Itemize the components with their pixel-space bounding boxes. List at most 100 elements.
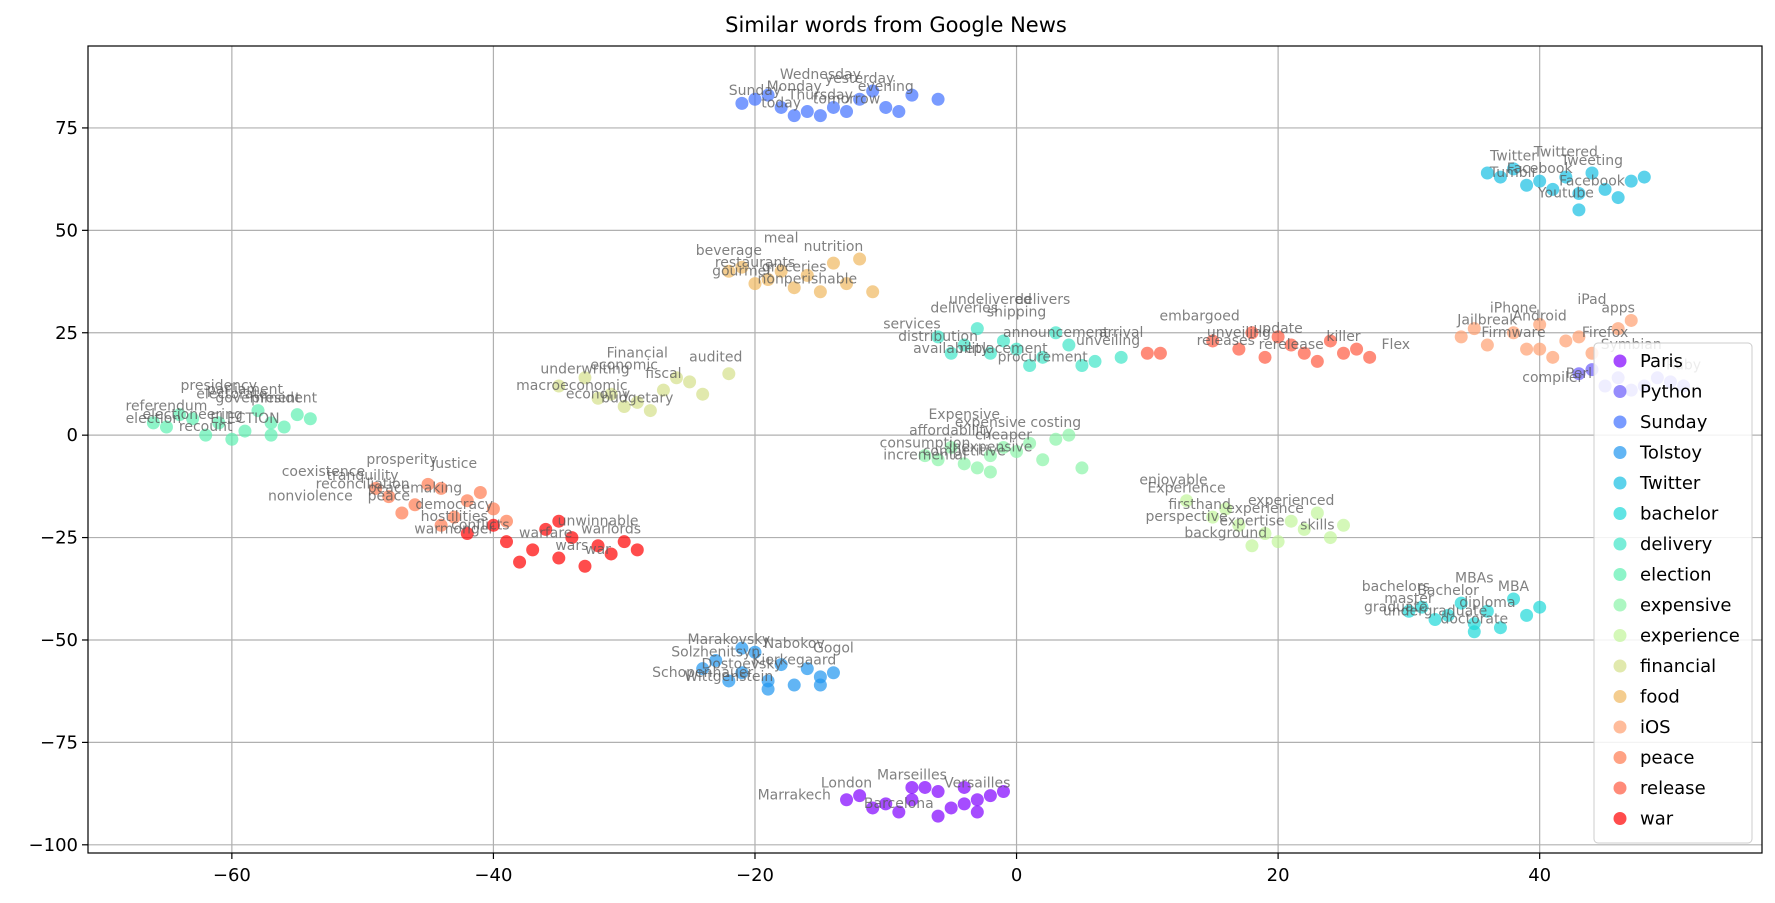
data-point-expensive bbox=[1010, 445, 1024, 459]
legend-marker bbox=[1613, 568, 1627, 581]
word-label: presidency bbox=[181, 378, 258, 394]
word-label: experience bbox=[1226, 501, 1304, 517]
word-label: Firmware bbox=[1481, 325, 1545, 341]
data-point-expensive bbox=[1062, 428, 1076, 442]
data-point-war bbox=[578, 559, 592, 573]
data-point-ios bbox=[1559, 334, 1573, 348]
data-point-election bbox=[212, 416, 226, 430]
data-point-tolstoy bbox=[761, 682, 775, 696]
data-point-paris bbox=[970, 805, 984, 819]
legend-label: peace bbox=[1640, 748, 1695, 769]
data-point-release bbox=[1140, 346, 1154, 360]
data-point-delivery bbox=[1036, 350, 1050, 364]
data-point-release bbox=[1271, 330, 1285, 344]
word-label: arrival bbox=[1099, 325, 1144, 341]
word-label: unwinnable bbox=[558, 513, 639, 529]
data-point-experience bbox=[1245, 539, 1259, 553]
word-label: recount bbox=[179, 419, 233, 435]
legend-label: delivery bbox=[1640, 534, 1713, 555]
data-point-peace bbox=[486, 502, 500, 516]
legend-marker bbox=[1613, 659, 1627, 673]
legend-marker bbox=[1613, 415, 1627, 429]
data-point-election bbox=[159, 420, 173, 434]
data-point-food bbox=[787, 281, 801, 295]
word-label: Nabokov bbox=[764, 636, 825, 652]
word-label: referendum bbox=[126, 399, 208, 415]
data-point-ios bbox=[1572, 330, 1586, 344]
legend-marker bbox=[1613, 446, 1627, 459]
word-label: Gogol bbox=[813, 640, 854, 656]
word-label: Expensive bbox=[928, 407, 1000, 423]
legend-marker bbox=[1613, 385, 1627, 398]
word-label: embargoed bbox=[1160, 308, 1240, 324]
data-point-delivery bbox=[983, 346, 997, 360]
data-point-war bbox=[539, 522, 553, 536]
data-point-twitter bbox=[1559, 170, 1573, 184]
word-label: groceries bbox=[762, 259, 827, 275]
data-point-tolstoy bbox=[735, 666, 749, 680]
y-tick-label: 0 bbox=[67, 425, 78, 446]
data-point-food bbox=[866, 285, 880, 299]
word-label: undergraduate bbox=[1383, 603, 1487, 619]
data-point-twitter bbox=[1572, 186, 1586, 200]
legend-marker bbox=[1613, 720, 1627, 734]
word-label: coexistence bbox=[282, 464, 365, 480]
legend-marker bbox=[1613, 751, 1627, 764]
data-points bbox=[146, 84, 1691, 823]
word-label: macroeconomic bbox=[516, 378, 627, 394]
data-point-expensive bbox=[1036, 453, 1050, 467]
data-point-election bbox=[225, 432, 239, 446]
data-point-twitter bbox=[1572, 203, 1586, 217]
word-label: warmonger bbox=[414, 521, 494, 537]
word-label: yesterday bbox=[825, 71, 895, 87]
legend-box bbox=[1593, 342, 1753, 844]
y-tick-label: −75 bbox=[40, 732, 78, 753]
data-point-paris bbox=[931, 785, 945, 799]
data-point-twitter bbox=[1493, 170, 1507, 184]
data-point-sunday bbox=[866, 84, 880, 98]
legend-label: experience bbox=[1640, 626, 1740, 647]
word-label: electorate bbox=[196, 386, 267, 402]
data-point-delivery bbox=[944, 346, 958, 360]
data-point-war bbox=[565, 531, 579, 545]
data-point-sunday bbox=[931, 92, 945, 106]
data-point-war bbox=[513, 555, 527, 569]
data-point-experience bbox=[1232, 518, 1246, 532]
data-point-expensive bbox=[1075, 461, 1089, 475]
data-point-tolstoy bbox=[709, 653, 723, 667]
x-tick-label: −40 bbox=[474, 865, 512, 886]
data-point-expensive bbox=[996, 440, 1010, 454]
data-point-delivery bbox=[1010, 342, 1024, 356]
word-label: government bbox=[215, 390, 301, 406]
word-label: bachelors bbox=[1362, 579, 1430, 595]
data-point-bachelor bbox=[1493, 621, 1507, 635]
data-point-financial bbox=[630, 395, 644, 409]
data-point-election bbox=[199, 428, 213, 442]
data-point-paris bbox=[905, 780, 919, 794]
data-point-bachelor bbox=[1533, 600, 1547, 614]
data-point-tolstoy bbox=[787, 678, 801, 692]
data-point-ios bbox=[1546, 350, 1560, 364]
legend-marker bbox=[1613, 537, 1627, 551]
data-point-war bbox=[591, 539, 605, 553]
word-label: firsthand bbox=[1168, 497, 1231, 513]
data-point-experience bbox=[1297, 522, 1311, 536]
data-point-delivery bbox=[1075, 359, 1089, 373]
x-tick-label: 40 bbox=[1528, 865, 1551, 886]
data-point-sunday bbox=[879, 100, 893, 114]
word-label: restaurants bbox=[715, 255, 795, 271]
data-point-experience bbox=[1180, 494, 1194, 508]
data-point-sunday bbox=[787, 109, 801, 123]
word-label: economy bbox=[566, 386, 630, 402]
legend-label: Tolstoy bbox=[1639, 443, 1702, 464]
data-point-financial bbox=[643, 404, 657, 418]
data-point-bachelor bbox=[1507, 592, 1521, 606]
word-label: delivers bbox=[1015, 292, 1070, 308]
data-point-financial bbox=[617, 399, 631, 413]
data-point-paris bbox=[957, 797, 971, 811]
word-label: tranquility bbox=[327, 468, 399, 484]
data-point-experience bbox=[1323, 531, 1337, 545]
data-point-peace bbox=[434, 518, 448, 532]
